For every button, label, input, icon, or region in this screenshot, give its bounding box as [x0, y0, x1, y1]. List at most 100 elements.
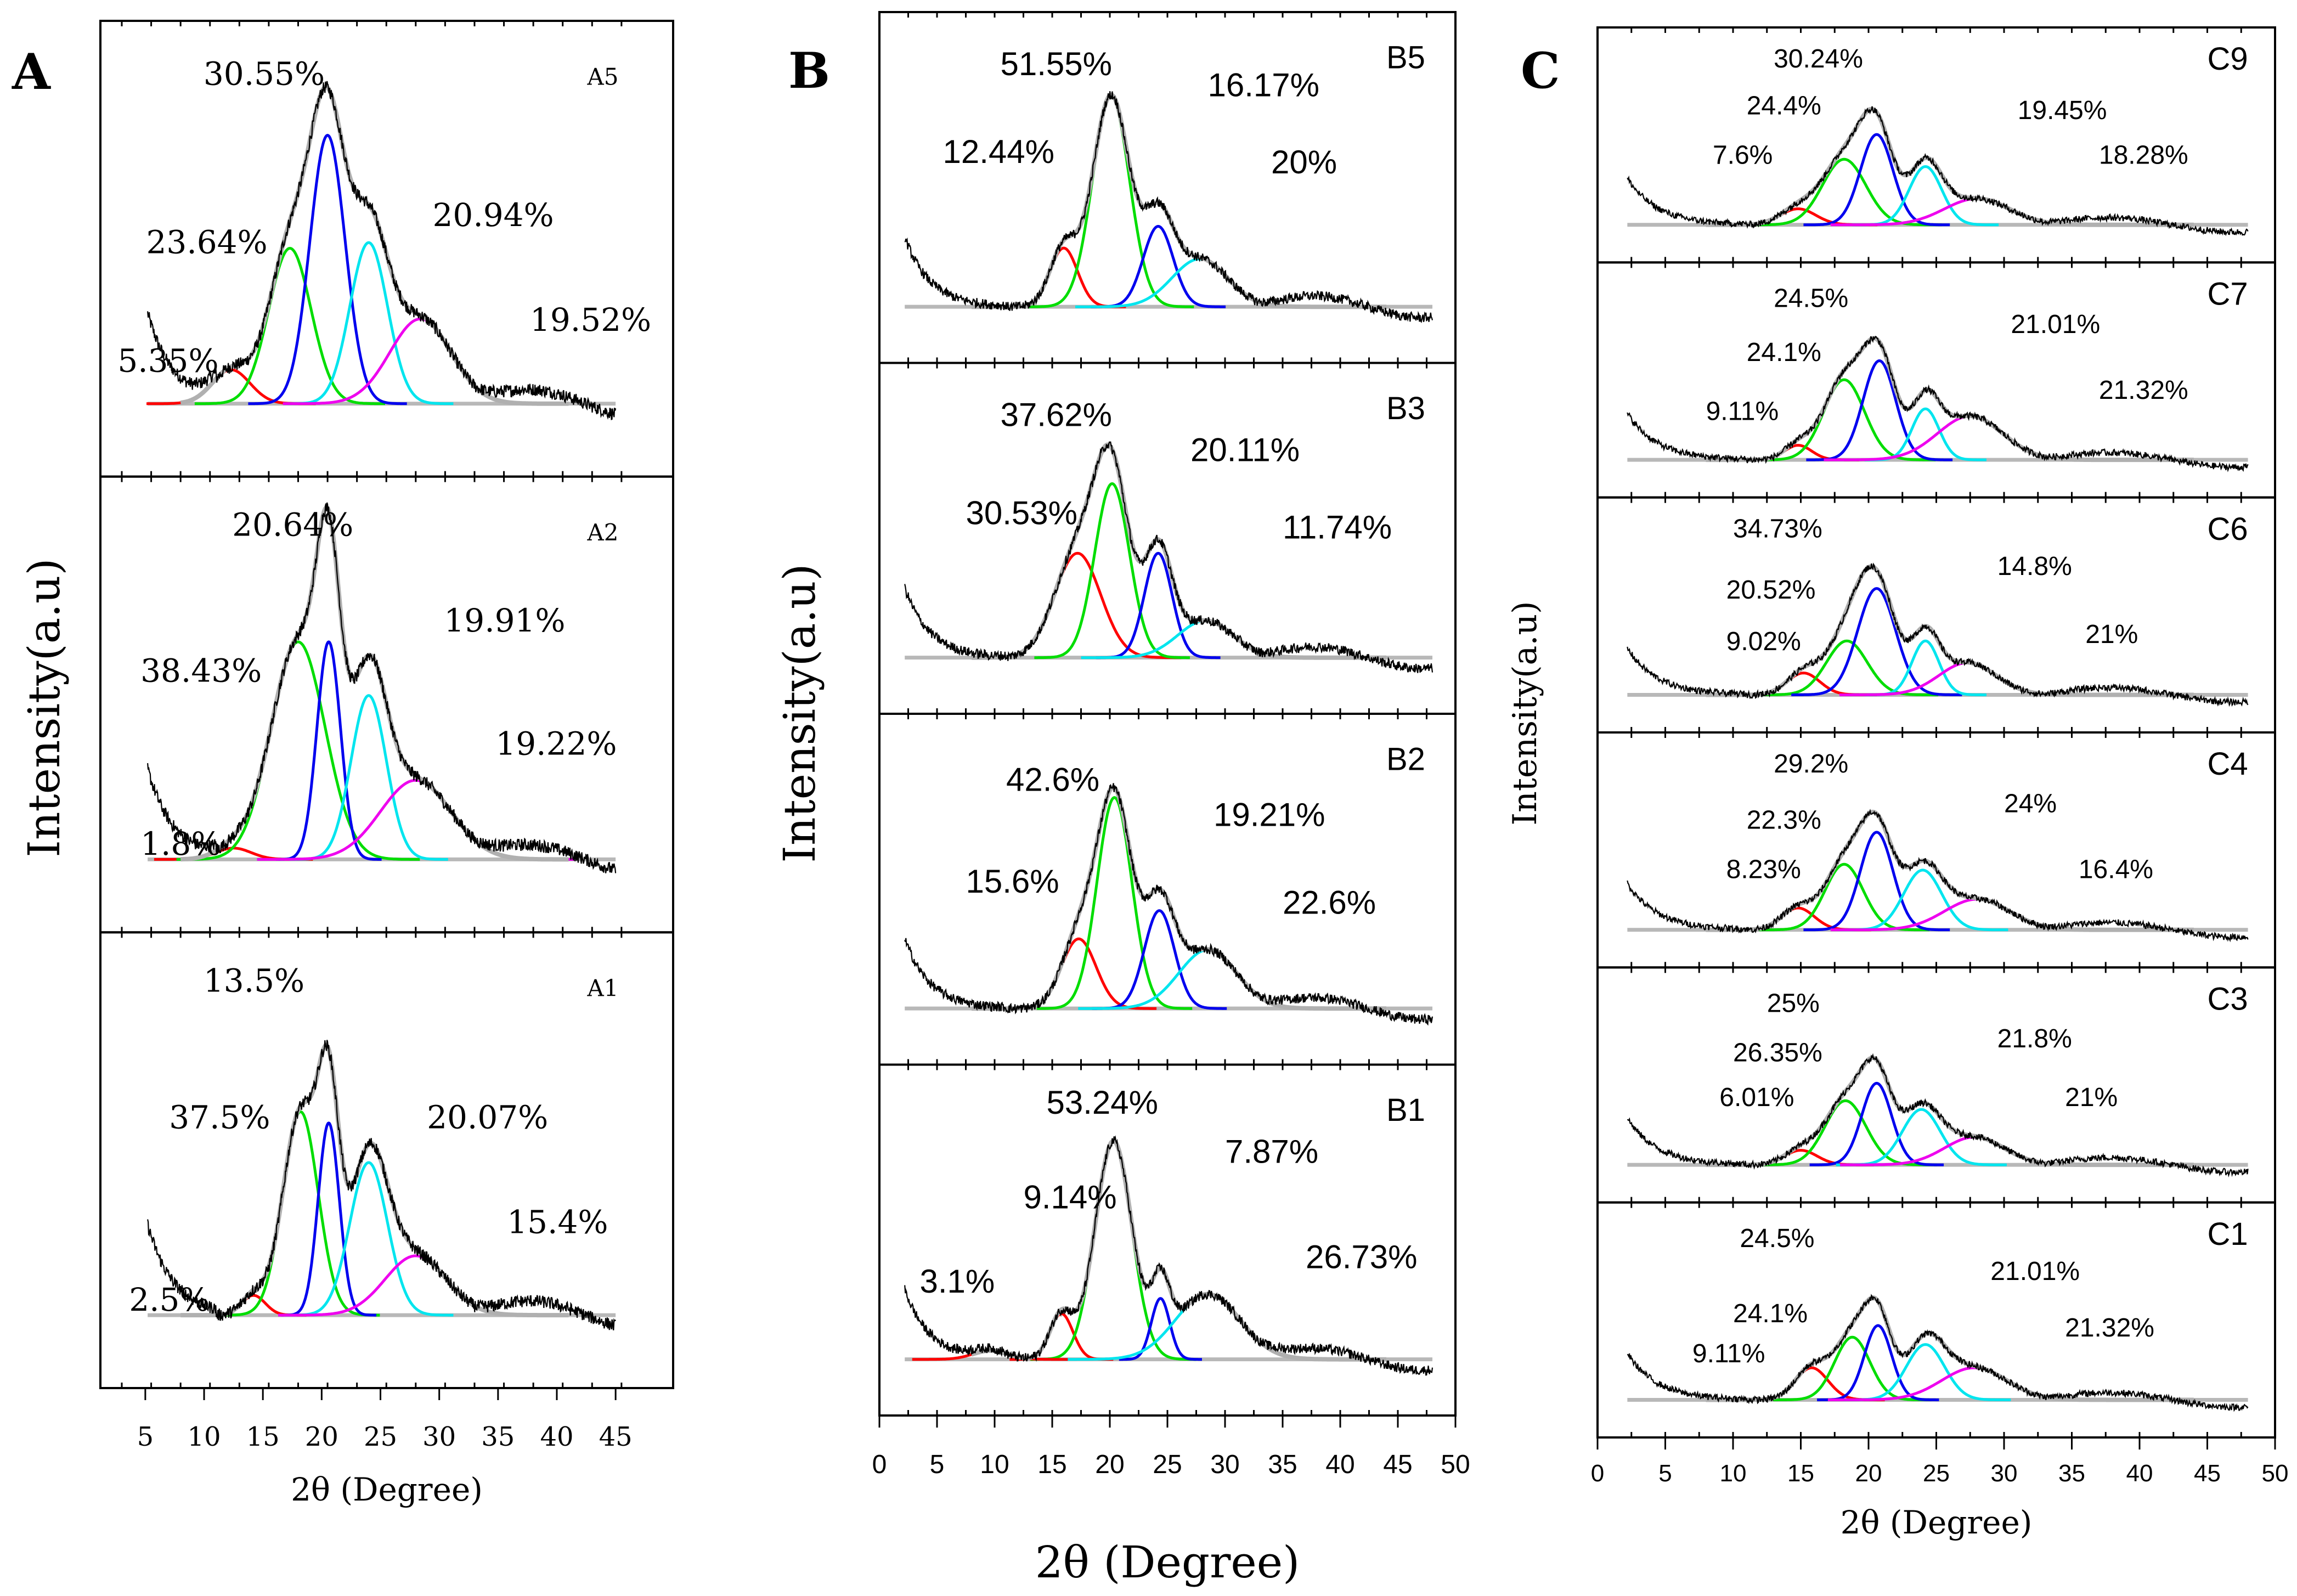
raw-data-C6 — [1627, 562, 2249, 707]
peak-A2-3 — [275, 640, 382, 861]
percent-label-B5-2: 51.55% — [1001, 46, 1113, 82]
percent-label-A1-2: 37.5% — [169, 1099, 270, 1136]
peak-C9-3 — [1803, 133, 1950, 227]
peak-B1-3 — [1119, 1297, 1202, 1361]
percent-label-C6-3: 34.73% — [1733, 514, 1822, 543]
peak-A1-4 — [284, 1161, 454, 1317]
peak-B2-1 — [1001, 937, 1157, 1010]
x-tick-label: 35 — [2058, 1460, 2085, 1487]
y-axis-label-A: Intensity(a.u) — [19, 558, 70, 857]
percent-label-C4-1: 8.23% — [1726, 855, 1801, 884]
x-tick-label: 45 — [2194, 1460, 2221, 1487]
subplot-tag-C4: C4 — [2208, 746, 2248, 782]
peak-A2-2 — [176, 640, 420, 861]
percent-label-A1-5: 15.4% — [507, 1204, 608, 1241]
panel-letter-B: B — [788, 42, 830, 100]
percent-label-A2-5: 19.22% — [495, 725, 617, 762]
x-tick-label: 35 — [1268, 1450, 1297, 1479]
x-tick-label: 25 — [1153, 1450, 1182, 1479]
percent-label-C4-4: 24% — [2004, 789, 2057, 819]
percent-label-C7-4: 21.01% — [2011, 310, 2100, 339]
percent-label-B3-3: 20.11% — [1190, 432, 1300, 469]
raw-data-B5 — [904, 91, 1433, 323]
percent-label-B3-4: 11.74% — [1283, 509, 1392, 545]
percent-label-C1-5: 21.32% — [2065, 1313, 2154, 1343]
raw-data-A5 — [147, 81, 617, 421]
subplot-tag-C6: C6 — [2208, 511, 2248, 547]
x-axis-label-B: 2θ (Degree) — [1035, 1537, 1300, 1588]
raw-data-C4 — [1627, 809, 2249, 943]
percent-label-B5-1: 12.44% — [943, 133, 1055, 170]
panel-letter-C: C — [1521, 42, 1560, 100]
x-axis-label-A: 2θ (Degree) — [291, 1471, 483, 1508]
percent-label-B1-2: 53.24% — [1047, 1084, 1159, 1121]
x-tick-label: 10 — [980, 1450, 1009, 1479]
x-tick-label: 0 — [872, 1450, 887, 1479]
subplot-frame-B5 — [878, 11, 1457, 364]
percent-label-B1-1: 9.14% — [1024, 1179, 1117, 1216]
x-tick-label: 20 — [305, 1422, 338, 1452]
percent-label-C3-2: 26.35% — [1733, 1039, 1822, 1068]
percent-label-A2-1: 1.8% — [140, 825, 221, 862]
peak-B3-3 — [1096, 551, 1221, 659]
x-tick-label: 25 — [1923, 1460, 1950, 1487]
x-tick-label: 15 — [246, 1422, 280, 1452]
peak-A5-2 — [194, 246, 386, 405]
percent-label-C9-2: 24.4% — [1747, 91, 1821, 120]
x-tick-label: 15 — [1787, 1460, 1814, 1487]
x-tick-label: 0 — [1591, 1460, 1604, 1487]
percent-label-C1-1: 9.11% — [1692, 1339, 1765, 1368]
percent-label-C7-1: 9.11% — [1706, 397, 1779, 426]
x-tick-label: 5 — [930, 1450, 945, 1479]
raw-data-A2 — [147, 502, 617, 873]
raw-data-C1 — [1627, 1294, 2249, 1412]
percent-label-A5-5: 19.52% — [530, 301, 651, 339]
x-tick-label: 30 — [422, 1422, 456, 1452]
percent-label-B5-4: 20% — [1271, 144, 1337, 181]
x-tick-label: 5 — [1658, 1460, 1672, 1487]
fit-curve-A1 — [180, 1042, 569, 1318]
subplot-tag-A5: A5 — [586, 63, 618, 90]
x-tick-label: 45 — [1383, 1450, 1412, 1479]
x-tick-label: 15 — [1037, 1450, 1066, 1479]
x-axis-label-C: 2θ (Degree) — [1841, 1504, 2033, 1541]
peak-B2-2 — [1036, 796, 1193, 1010]
percent-label-A2-3: 20.64% — [232, 506, 353, 544]
peak-A5-3 — [248, 133, 407, 405]
subplot-tag-B3: B3 — [1386, 391, 1425, 426]
percent-label-C6-2: 20.52% — [1726, 576, 1816, 605]
percent-label-C6-1: 9.02% — [1726, 627, 1801, 656]
peak-A1-2 — [221, 1110, 380, 1317]
percent-label-B3-2: 37.62% — [1001, 397, 1113, 433]
x-tick-label: 40 — [2126, 1460, 2153, 1487]
peak-B5-3 — [1091, 224, 1226, 308]
percent-label-B5-3: 16.17% — [1208, 66, 1320, 103]
peak-B5-2 — [1028, 94, 1194, 308]
percent-label-A5-1: 5.35% — [117, 342, 218, 380]
percent-label-C9-3: 30.24% — [1774, 44, 1863, 74]
percent-label-C6-4: 14.8% — [1997, 552, 2072, 581]
raw-data-B3 — [904, 441, 1433, 673]
percent-label-A5-4: 20.94% — [433, 196, 554, 234]
percent-label-C9-5: 18.28% — [2099, 140, 2188, 170]
raw-data-B1 — [904, 1135, 1433, 1376]
subplot-tag-B2: B2 — [1386, 741, 1425, 777]
subplot-frame-C4 — [1596, 731, 2276, 969]
percent-label-A5-3: 30.55% — [204, 55, 325, 92]
subplot-tag-C7: C7 — [2208, 276, 2248, 312]
raw-data-C3 — [1627, 1053, 2249, 1177]
x-tick-label: 50 — [1441, 1450, 1470, 1479]
x-tick-label: 40 — [540, 1422, 573, 1452]
percent-label-C1-4: 21.01% — [1990, 1257, 2080, 1286]
subplot-tag-A1: A1 — [586, 975, 618, 1002]
x-tick-label: 30 — [1991, 1460, 2018, 1487]
percent-label-C3-4: 21.8% — [1997, 1024, 2072, 1053]
x-tick-label: 10 — [187, 1422, 221, 1452]
percent-label-C1-2: 24.1% — [1733, 1299, 1808, 1328]
raw-data-C9 — [1627, 106, 2249, 236]
peak-C3-3 — [1809, 1081, 1944, 1166]
percent-label-C9-1: 7.6% — [1713, 140, 1773, 170]
peak-B3-2 — [1034, 482, 1190, 659]
peak-C6-4 — [1864, 639, 1986, 696]
